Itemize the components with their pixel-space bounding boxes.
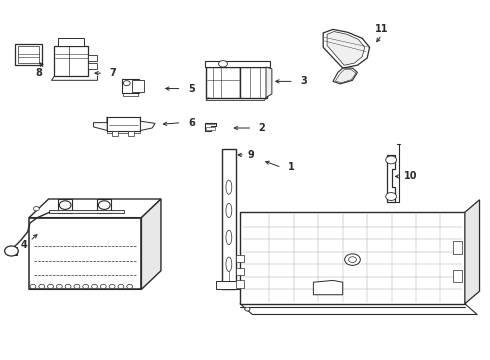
Bar — [58, 39, 84, 45]
Polygon shape — [327, 32, 365, 65]
Polygon shape — [333, 68, 357, 84]
Text: 11: 11 — [375, 24, 389, 35]
Circle shape — [348, 257, 356, 262]
Text: 9: 9 — [248, 150, 255, 160]
Polygon shape — [205, 123, 216, 131]
Polygon shape — [387, 155, 395, 202]
Polygon shape — [323, 30, 369, 68]
Polygon shape — [141, 117, 155, 131]
Bar — [88, 55, 98, 60]
Circle shape — [59, 201, 71, 210]
Circle shape — [100, 284, 106, 289]
Bar — [128, 131, 134, 135]
Circle shape — [386, 193, 396, 201]
Bar — [58, 199, 72, 213]
Ellipse shape — [226, 180, 232, 194]
Circle shape — [98, 201, 110, 210]
Ellipse shape — [226, 203, 232, 218]
Text: 1: 1 — [288, 162, 295, 172]
Bar — [206, 67, 240, 98]
Text: 5: 5 — [188, 84, 195, 94]
Text: 2: 2 — [259, 123, 266, 133]
Bar — [236, 268, 244, 275]
Circle shape — [245, 307, 250, 311]
Bar — [236, 255, 244, 262]
Bar — [240, 212, 465, 304]
Circle shape — [56, 284, 62, 289]
Ellipse shape — [226, 257, 232, 271]
Circle shape — [118, 284, 124, 289]
Circle shape — [48, 284, 53, 289]
Text: 10: 10 — [404, 171, 418, 181]
Circle shape — [109, 284, 115, 289]
Circle shape — [245, 307, 250, 311]
Circle shape — [92, 284, 98, 289]
Bar — [236, 280, 244, 288]
Circle shape — [219, 60, 227, 67]
Text: 4: 4 — [21, 239, 27, 249]
Circle shape — [65, 284, 71, 289]
Text: 7: 7 — [110, 68, 117, 78]
Circle shape — [245, 307, 250, 311]
Text: 8: 8 — [35, 68, 42, 78]
Bar — [29, 218, 142, 289]
Polygon shape — [142, 199, 161, 289]
Circle shape — [74, 284, 80, 289]
Ellipse shape — [226, 230, 232, 244]
Circle shape — [4, 246, 18, 256]
Polygon shape — [465, 200, 480, 304]
Bar — [49, 210, 124, 213]
Circle shape — [344, 254, 360, 265]
Bar — [453, 241, 463, 253]
Polygon shape — [94, 117, 107, 131]
Bar — [107, 117, 141, 131]
Circle shape — [245, 307, 250, 311]
Circle shape — [83, 284, 89, 289]
Circle shape — [39, 284, 45, 289]
Bar — [122, 79, 139, 93]
Bar — [205, 60, 270, 67]
Bar — [15, 44, 42, 65]
Polygon shape — [29, 199, 161, 218]
Polygon shape — [216, 281, 242, 289]
Bar — [206, 127, 215, 130]
Polygon shape — [314, 280, 343, 295]
Circle shape — [123, 81, 130, 86]
Bar — [112, 131, 118, 135]
Bar — [132, 80, 144, 92]
Bar — [18, 46, 39, 63]
Text: 3: 3 — [300, 76, 307, 86]
Bar — [221, 149, 236, 289]
Circle shape — [33, 207, 39, 211]
Circle shape — [386, 156, 396, 164]
Bar — [240, 67, 267, 98]
Circle shape — [30, 284, 36, 289]
Text: 6: 6 — [188, 118, 195, 128]
Bar — [98, 199, 111, 213]
Bar — [8, 247, 17, 255]
Bar — [453, 270, 463, 282]
Bar — [54, 45, 88, 76]
Polygon shape — [335, 69, 356, 83]
Polygon shape — [266, 67, 272, 98]
Circle shape — [245, 307, 250, 311]
Bar — [88, 63, 98, 69]
Circle shape — [127, 284, 133, 289]
